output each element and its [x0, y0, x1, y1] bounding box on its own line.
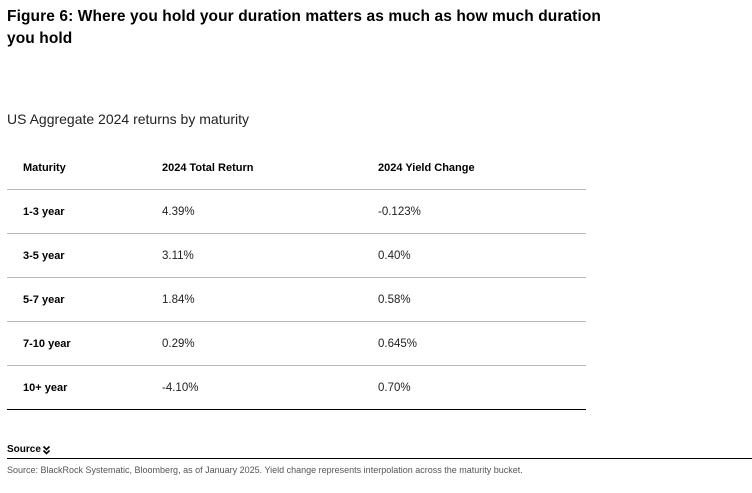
source-note: Source: BlackRock Systematic, Bloomberg,… [7, 465, 523, 475]
source-toggle-label: Source [7, 444, 41, 455]
maturity-cell: 1-3 year [7, 189, 162, 234]
table-subtitle: US Aggregate 2024 returns by maturity [7, 111, 250, 127]
source-toggle-button[interactable]: Source [7, 444, 51, 455]
table-row: 5-7 year 1.84% 0.58% [7, 277, 586, 322]
total-return-cell: 3.11% [162, 233, 378, 278]
double-chevron-down-icon [42, 445, 50, 455]
maturity-cell: 7-10 year [7, 321, 162, 366]
source-divider [7, 458, 752, 459]
total-return-cell: 1.84% [162, 277, 378, 322]
yield-change-cell: -0.123% [378, 189, 586, 234]
total-return-cell: 0.29% [162, 321, 378, 366]
header-maturity: Maturity [7, 146, 162, 190]
table-row: 3-5 year 3.11% 0.40% [7, 233, 586, 278]
total-return-cell: -4.10% [162, 365, 378, 410]
header-total-return: 2024 Total Return [162, 146, 378, 190]
table-row: 1-3 year 4.39% -0.123% [7, 189, 586, 234]
maturity-cell: 3-5 year [7, 233, 162, 278]
yield-change-cell: 0.70% [378, 365, 586, 410]
table-row: 10+ year -4.10% 0.70% [7, 365, 586, 410]
table-row: 7-10 year 0.29% 0.645% [7, 321, 586, 366]
maturity-cell: 10+ year [7, 365, 162, 410]
header-yield-change: 2024 Yield Change [378, 146, 586, 190]
maturity-cell: 5-7 year [7, 277, 162, 322]
yield-change-cell: 0.645% [378, 321, 586, 366]
table-header-row: Maturity 2024 Total Return 2024 Yield Ch… [7, 146, 586, 190]
figure-title: Figure 6: Where you hold your duration m… [7, 8, 601, 47]
returns-table: Maturity 2024 Total Return 2024 Yield Ch… [7, 146, 586, 410]
yield-change-cell: 0.58% [378, 277, 586, 322]
total-return-cell: 4.39% [162, 189, 378, 234]
yield-change-cell: 0.40% [378, 233, 586, 278]
